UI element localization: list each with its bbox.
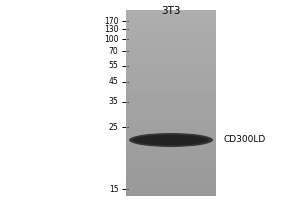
Ellipse shape bbox=[140, 136, 202, 144]
Text: 3T3: 3T3 bbox=[161, 6, 181, 16]
Text: 170: 170 bbox=[104, 17, 118, 25]
Ellipse shape bbox=[148, 137, 194, 143]
Text: CD300LD: CD300LD bbox=[224, 136, 266, 144]
Text: 35: 35 bbox=[109, 98, 118, 106]
Text: 45: 45 bbox=[109, 77, 118, 86]
Text: 55: 55 bbox=[109, 62, 118, 71]
Text: 15: 15 bbox=[109, 184, 118, 194]
Text: 25: 25 bbox=[109, 122, 118, 132]
Ellipse shape bbox=[133, 135, 209, 145]
Text: 100: 100 bbox=[104, 34, 118, 44]
Ellipse shape bbox=[129, 133, 213, 147]
Text: 130: 130 bbox=[104, 24, 118, 33]
Text: 70: 70 bbox=[109, 46, 118, 55]
